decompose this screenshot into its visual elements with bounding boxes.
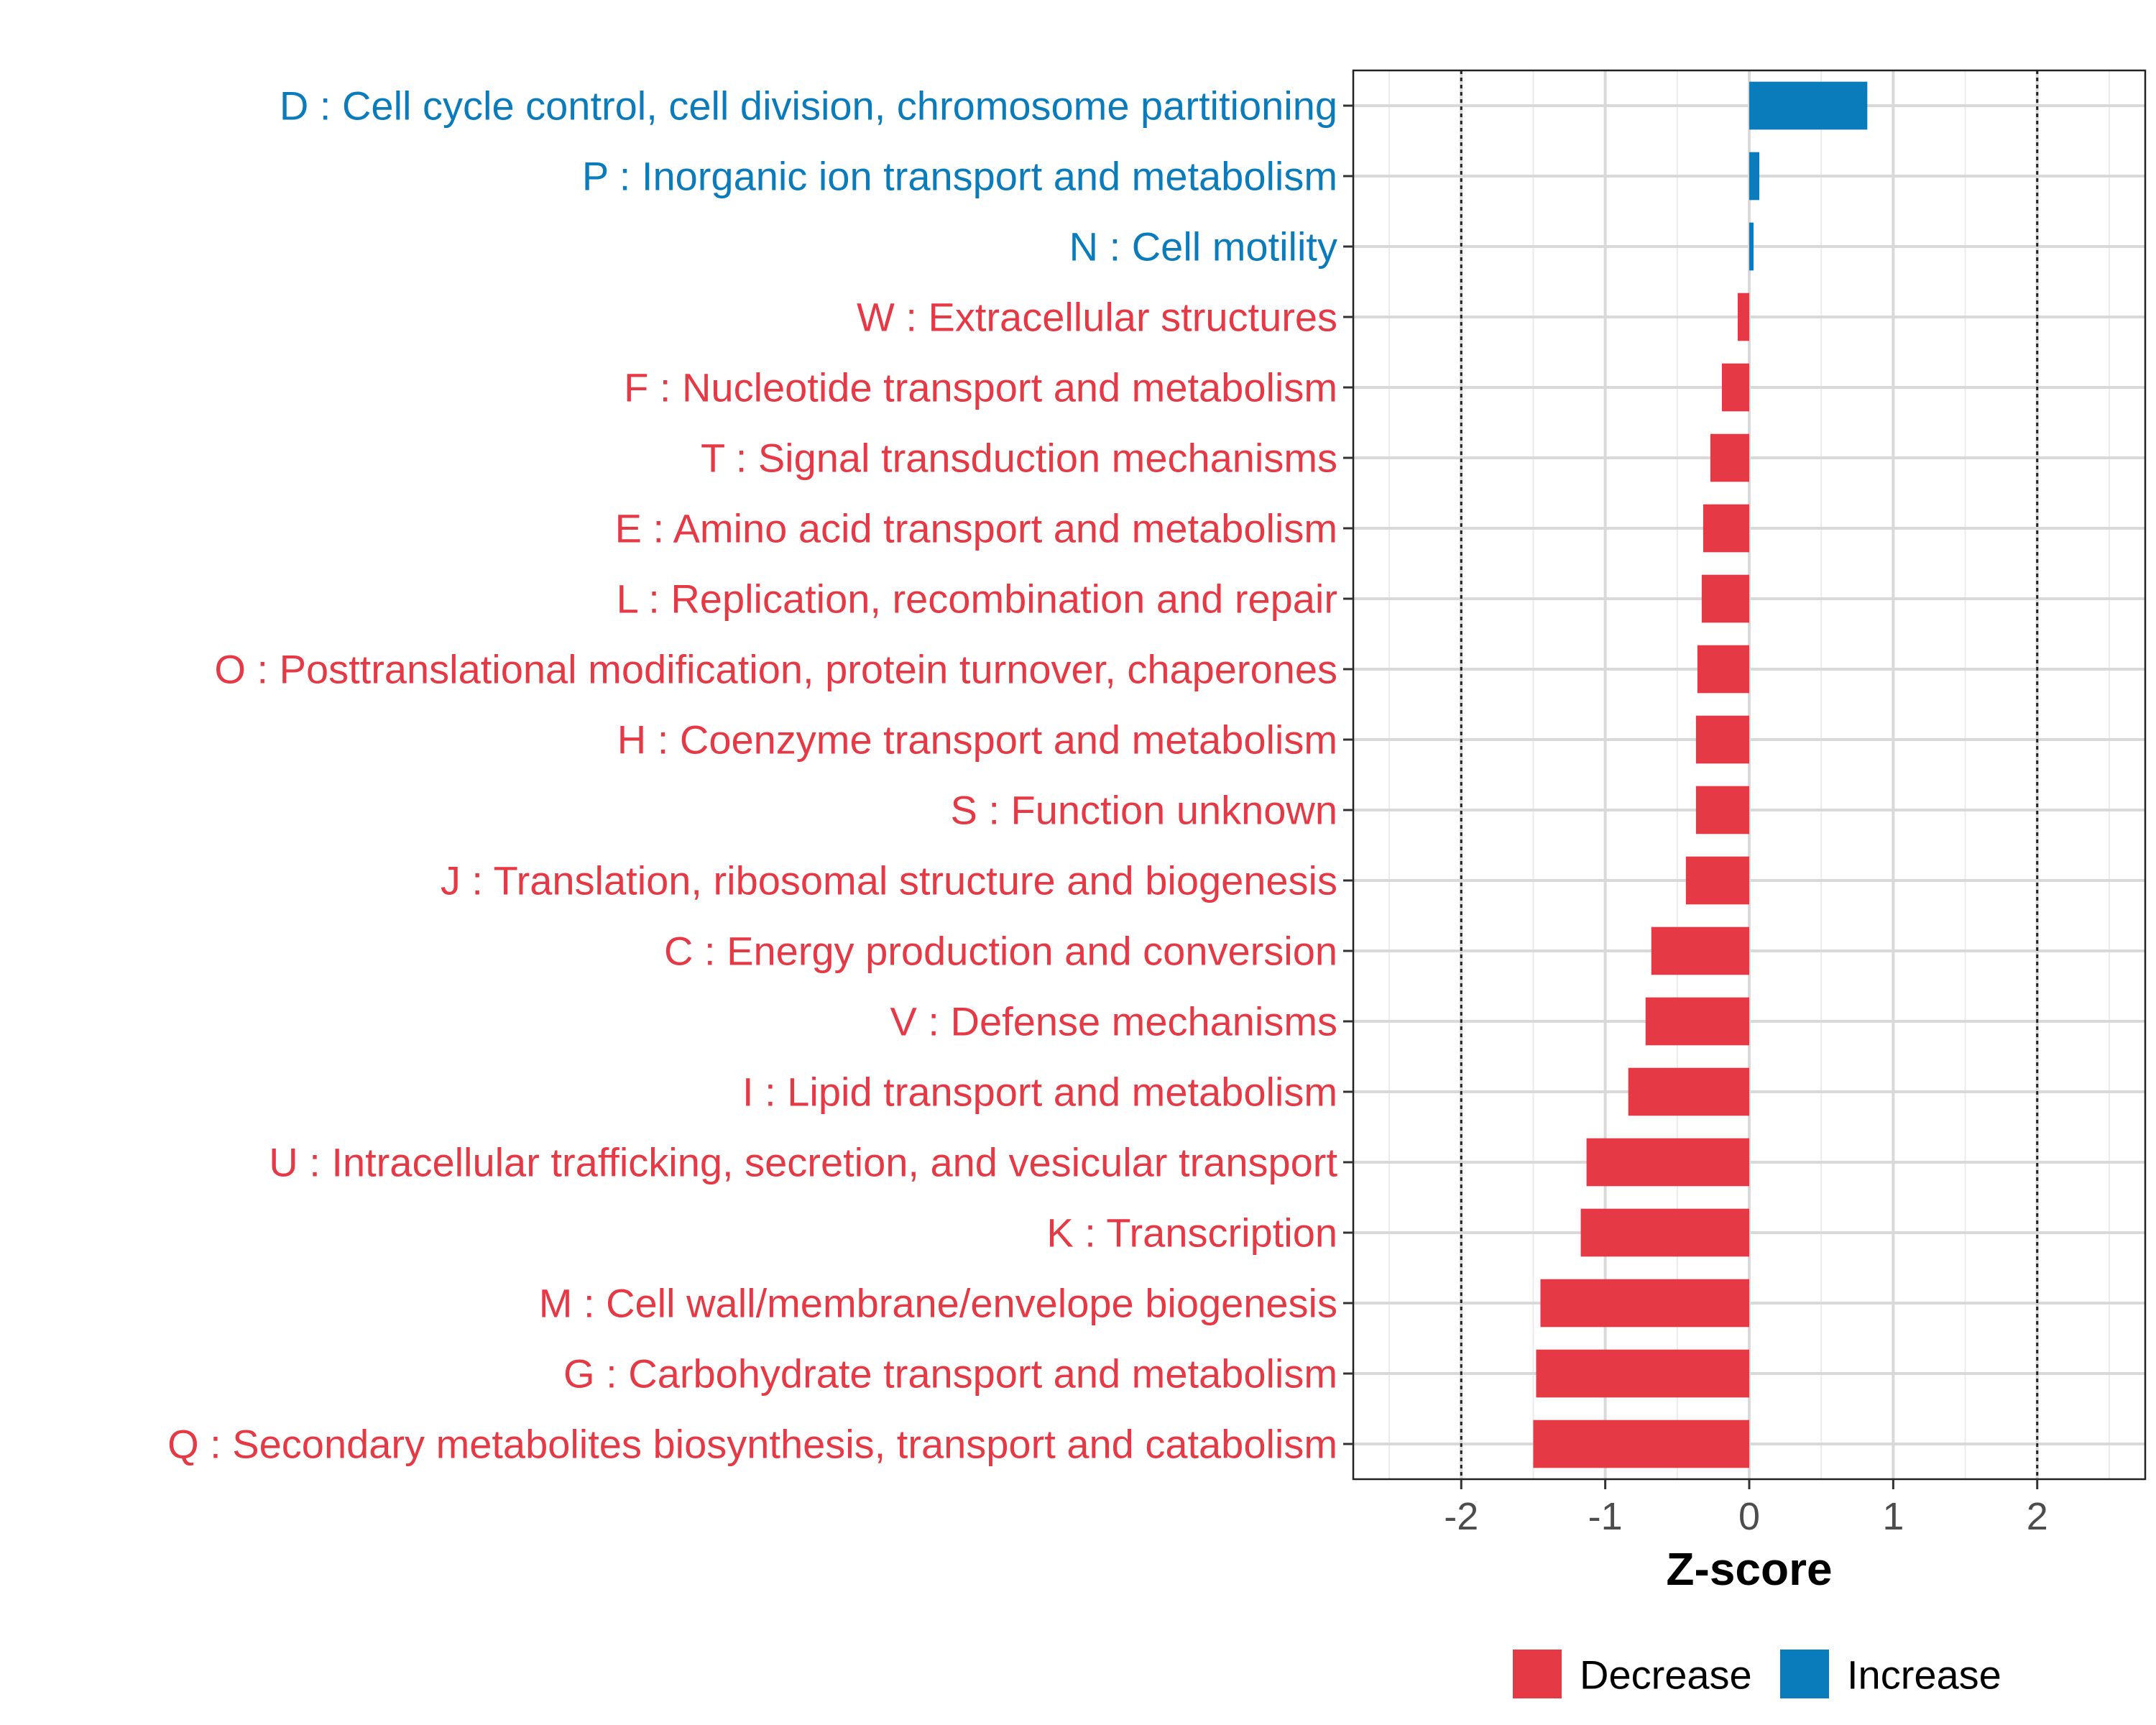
category-label: Q : Secondary metabolites biosynthesis, … <box>167 1422 1337 1467</box>
category-label: G : Carbohydrate transport and metabolis… <box>563 1351 1337 1397</box>
bar-decrease <box>1540 1279 1749 1328</box>
bar-decrease <box>1695 786 1749 834</box>
bar-decrease <box>1695 715 1749 764</box>
bar-decrease <box>1737 293 1749 341</box>
bar-decrease <box>1685 856 1749 905</box>
category-label: S : Function unknown <box>950 788 1337 833</box>
bar-decrease <box>1651 926 1749 975</box>
category-label: N : Cell motility <box>1069 224 1337 270</box>
category-label: L : Replication, recombination and repai… <box>617 576 1337 622</box>
category-label: E : Amino acid transport and metabolism <box>615 506 1337 551</box>
bar-decrease <box>1536 1349 1749 1398</box>
legend: Decrease Increase <box>1513 1650 2001 1698</box>
legend-label-increase: Increase <box>1847 1652 2001 1698</box>
legend-swatch-decrease <box>1513 1650 1562 1698</box>
legend-label-decrease: Decrease <box>1580 1652 1752 1698</box>
bar-decrease <box>1645 997 1749 1046</box>
category-label: O : Posttranslational modification, prot… <box>214 647 1337 692</box>
category-label: H : Coenzyme transport and metabolism <box>617 717 1337 763</box>
bar-decrease <box>1703 504 1749 553</box>
legend-swatch-increase <box>1780 1650 1829 1698</box>
category-label: J : Translation, ribosomal structure and… <box>441 858 1337 903</box>
category-label: V : Defense mechanisms <box>890 999 1337 1044</box>
category-label: I : Lipid transport and metabolism <box>742 1070 1337 1115</box>
x-tick-label: 2 <box>2027 1495 2048 1538</box>
category-label: P : Inorganic ion transport and metaboli… <box>582 154 1337 199</box>
category-label: D : Cell cycle control, cell division, c… <box>280 83 1337 129</box>
bar-decrease <box>1628 1067 1749 1116</box>
bar-decrease <box>1710 433 1749 482</box>
bar-decrease <box>1697 645 1749 694</box>
category-label: F : Nucleotide transport and metabolism <box>624 365 1337 410</box>
bar-increase <box>1749 81 1868 130</box>
bar-decrease <box>1586 1138 1749 1187</box>
bar-decrease <box>1721 363 1749 412</box>
reference-lines <box>1460 70 2039 1479</box>
bars <box>1533 81 1868 1468</box>
bar-decrease <box>1533 1420 1749 1468</box>
y-axis-ticks: D : Cell cycle control, cell division, c… <box>167 83 1353 1467</box>
x-tick-label: 1 <box>1882 1495 1904 1538</box>
x-axis-ticks: -2 -1 0 1 2 <box>1444 1479 2048 1538</box>
bar-increase <box>1749 152 1760 201</box>
category-label: K : Transcription <box>1046 1210 1337 1256</box>
category-label: W : Extracellular structures <box>857 295 1337 340</box>
bar-decrease <box>1580 1208 1749 1257</box>
category-label: C : Energy production and conversion <box>664 929 1337 974</box>
x-tick-label: -1 <box>1588 1495 1623 1538</box>
bar-increase <box>1749 222 1754 271</box>
x-axis-title: Z-score <box>1666 1543 1832 1595</box>
category-label: T : Signal transduction mechanisms <box>701 436 1337 481</box>
category-label: U : Intracellular trafficking, secretion… <box>269 1140 1337 1185</box>
x-tick-label: 0 <box>1738 1495 1760 1538</box>
bar-decrease <box>1701 574 1749 623</box>
category-label: M : Cell wall/membrane/envelope biogenes… <box>539 1281 1337 1326</box>
x-tick-label: -2 <box>1444 1495 1478 1538</box>
